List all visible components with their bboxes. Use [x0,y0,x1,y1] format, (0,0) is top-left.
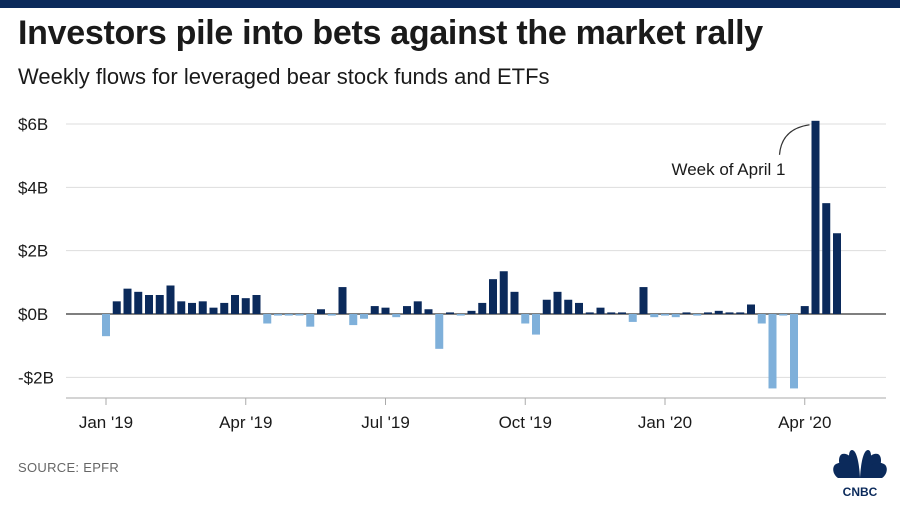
x-tick-label: Jan '20 [638,413,692,432]
bar [499,271,508,314]
bar [575,302,583,314]
y-tick-label: $4B [18,178,48,197]
bar [790,314,798,389]
bar [145,294,153,314]
y-tick-label: -$2B [18,368,54,387]
bar [800,306,809,314]
bar [725,312,734,314]
bar [542,299,551,314]
bar [392,314,401,318]
bar [220,302,229,314]
y-tick-label: $2B [18,242,48,261]
bar [628,314,637,322]
y-tick-label: $6B [18,115,48,134]
bar [327,314,336,316]
bar [435,314,444,349]
bar [596,307,605,314]
bar [456,314,465,316]
bar [295,314,304,316]
bar [155,294,164,314]
x-tick-label: Apr '20 [778,413,831,432]
x-tick-label: Apr '19 [219,413,272,432]
bar [403,306,411,314]
bar [338,287,347,314]
bar [747,304,755,314]
bar [370,306,379,314]
bar [413,301,422,314]
bar [112,301,121,314]
bar [446,312,454,314]
bar [693,314,702,316]
bar [317,309,325,314]
bar [607,312,616,314]
bar [424,309,433,314]
bar [349,314,358,326]
chart-title: Investors pile into bets against the mar… [18,14,763,52]
bar [661,314,669,316]
bar [704,312,712,314]
y-tick-label: $0B [18,305,48,324]
bar [284,314,293,316]
bar [650,314,659,318]
bar [553,291,562,314]
bar [639,287,648,314]
bar [768,314,777,389]
bars [102,120,841,389]
bar [166,285,175,314]
bar [564,299,573,314]
bar [231,294,239,314]
bar [833,233,841,314]
cnbc-peacock-logo: CNBC [830,448,890,500]
bar [360,314,368,319]
bar [209,307,218,314]
bar [521,314,530,324]
bar [198,301,207,314]
bar [306,314,315,327]
bar [757,314,766,324]
svg-text:CNBC: CNBC [843,485,878,499]
bar [188,302,196,314]
bar [252,294,261,314]
y-axis-tick-labels: $6B $4B $2B $0B -$2B [18,115,54,387]
bar [618,312,626,314]
bar [489,279,497,314]
bar [510,291,519,314]
bar [241,298,250,314]
bar [532,314,540,335]
x-tick-label: Jan '19 [79,413,133,432]
annotation-leader-line [778,124,810,155]
bar [177,301,186,314]
bar [811,120,820,314]
bar [779,314,788,316]
top-brand-bar [0,0,900,8]
x-tick-label: Oct '19 [499,413,552,432]
bar [467,310,476,314]
x-axis: Jan '19 Apr '19 Jul '19 Oct '19 Jan '20 Apr '… [66,397,886,432]
bar [736,312,745,314]
bar [381,307,390,314]
bar [123,288,132,314]
bar [274,314,282,316]
annotation-group: Week of April 1 [671,124,810,179]
bar [822,203,831,314]
bar [263,314,272,324]
x-tick-label: Jul '19 [361,413,410,432]
bar [714,310,723,314]
source-note: SOURCE: EPFR [18,460,120,475]
bar [671,314,680,318]
annotation-label: Week of April 1 [671,160,785,179]
bar [102,314,110,337]
bar [682,312,691,314]
bar [478,302,487,314]
peacock-icon: CNBC [833,450,887,499]
bar [134,291,143,314]
chart-subtitle: Weekly flows for leveraged bear stock fu… [18,64,550,89]
bar [585,312,594,314]
